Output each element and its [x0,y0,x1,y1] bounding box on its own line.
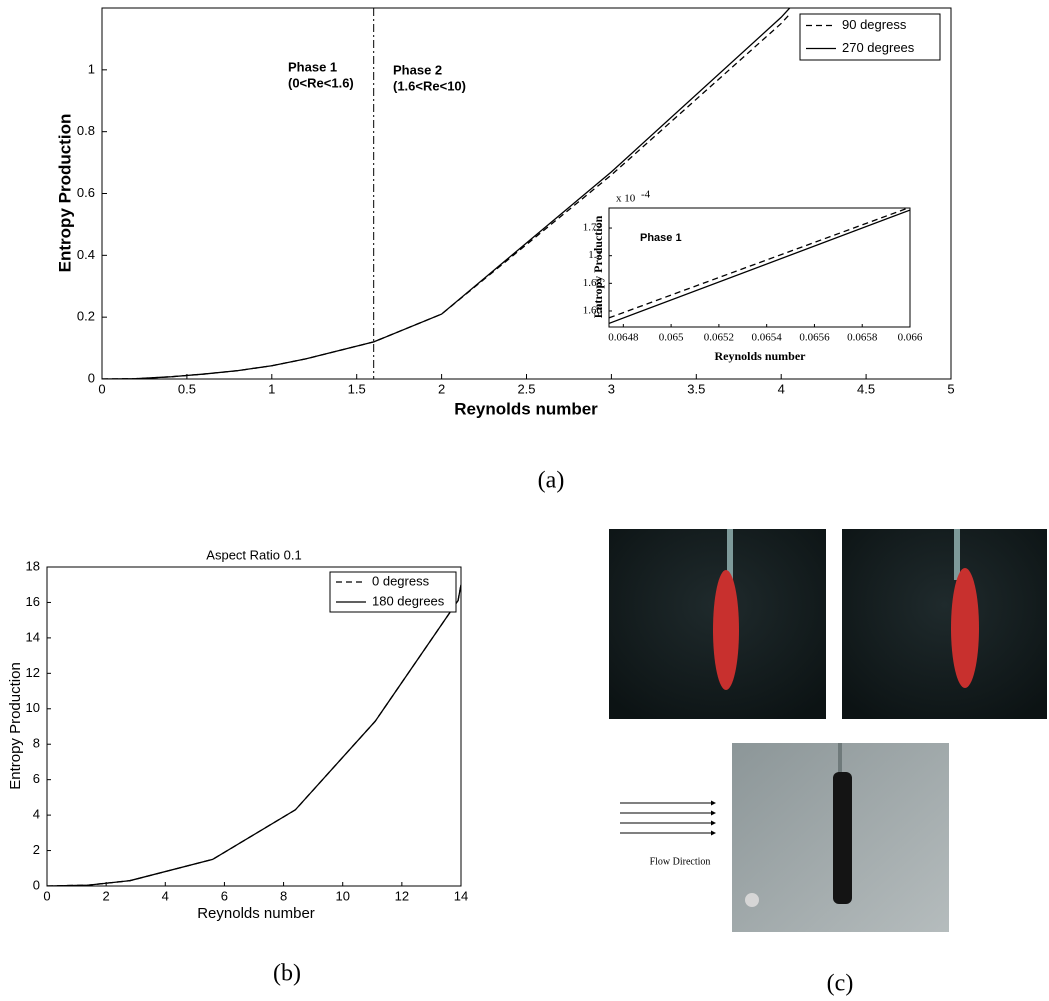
panel-label: (a) [538,468,565,494]
y-tick-label: 0.2 [77,309,95,324]
y-axis-label: Entropy Production [55,114,74,273]
y-tick-label: 2 [33,842,40,857]
y-tick-label: 0.4 [77,247,95,262]
y-tick-label: 1 [88,61,95,76]
legend-box [329,571,457,613]
x-tick-label: 0.5 [178,381,196,396]
x-tick-label: 1.5 [348,381,366,396]
y-tick-label: 8 [33,736,40,751]
y-tick-label: 1.68 [583,277,603,289]
flow-arrows [620,802,712,834]
x-tick-label: 0.0652 [704,332,734,344]
multiplier-base: x 10 [616,193,636,205]
annotation: Phase 1 [640,232,682,244]
x-axis-label: Reynolds number [454,399,598,418]
photos: Flow Direction [609,529,1047,932]
x-tick-label: 0.065 [659,332,684,344]
x-tick-label: 2.5 [517,381,535,396]
x-tick-label: 0.0658 [847,332,878,344]
x-tick-label: 14 [454,888,468,903]
legend-label: 0 degress [372,573,430,588]
y-axis-label: Entropy Production [591,215,605,318]
y-tick-label: 1.7 [588,249,602,261]
disk [833,772,852,904]
panel-label: (c) [827,971,854,997]
data-line [609,209,910,325]
x-tick-label: 5 [947,381,954,396]
chart: 0.0648 0.065 0.0652 0.0654 0.0656 0.0658 0.066… [583,189,923,363]
y-tick-label: 14 [26,629,40,644]
panel-label: (b) [273,961,301,987]
photo [842,529,1047,719]
x-tick-label: 0 [43,888,50,903]
x-tick-label: 3 [608,381,615,396]
y-tick-label: 0 [88,370,95,385]
x-tick-label: 3.5 [687,381,705,396]
chart: 0 2 4 6 8 10 12 14 0 2 4 6 8 10 12 14 16 18 Reynolds numbe… [7,547,468,922]
data-line [609,208,910,319]
y-tick-label: 1.72 [583,222,602,234]
x-tick-label: 1 [268,381,275,396]
arrow-heads [711,800,716,836]
x-tick-label: 2 [438,381,445,396]
legend-label: 180 degrees [372,593,445,608]
multiplier-exponent: -4 [641,189,651,201]
annotation: (1.6<Re<10) [393,78,466,93]
annotation: Phase 2 [393,62,442,77]
annotation: Phase 1 [288,59,337,74]
y-tick-label: 10 [26,700,40,715]
x-tick-label: 0.066 [898,332,923,344]
legend-label: 90 degress [842,17,907,32]
x-axis-label: Reynolds number [714,349,806,363]
disk [951,568,979,688]
legend-box [799,13,941,61]
x-tick-label: 12 [395,888,409,903]
flow-label: Flow Direction [650,856,711,867]
y-tick-label: 0.8 [77,123,95,138]
x-tick-label: 0.0654 [752,332,783,344]
x-tick-label: 10 [335,888,349,903]
data-line [47,584,461,886]
chart-title: Aspect Ratio 0.1 [206,547,301,562]
x-tick-label: 2 [103,888,110,903]
x-tick-label: 0 [98,381,105,396]
y-tick-label: 4 [33,807,40,822]
x-tick-label: 8 [280,888,287,903]
y-tick-label: 1.66 [583,304,603,316]
y-tick-label: 18 [26,558,40,573]
y-tick-label: 12 [26,665,40,680]
bubble [745,893,759,907]
annotation: (0<Re<1.6) [288,75,354,90]
x-tick-label: 4 [778,381,785,396]
data-line [102,8,791,379]
y-tick-label: 0 [33,877,40,892]
x-tick-label: 4.5 [857,381,875,396]
y-tick-label: 0.6 [77,185,95,200]
x-axis-label: Reynolds number [197,905,315,922]
y-axis-label: Entropy Production [7,662,24,790]
x-tick-label: 4 [162,888,169,903]
x-tick-label: 6 [221,888,228,903]
disk [713,570,739,690]
plot-area [46,566,462,887]
x-tick-label: 0.0656 [799,332,830,344]
y-tick-label: 16 [26,594,40,609]
legend-label: 270 degrees [842,40,915,55]
x-tick-label: 0.0648 [608,332,639,344]
plot-area [608,207,911,328]
y-tick-label: 6 [33,771,40,786]
